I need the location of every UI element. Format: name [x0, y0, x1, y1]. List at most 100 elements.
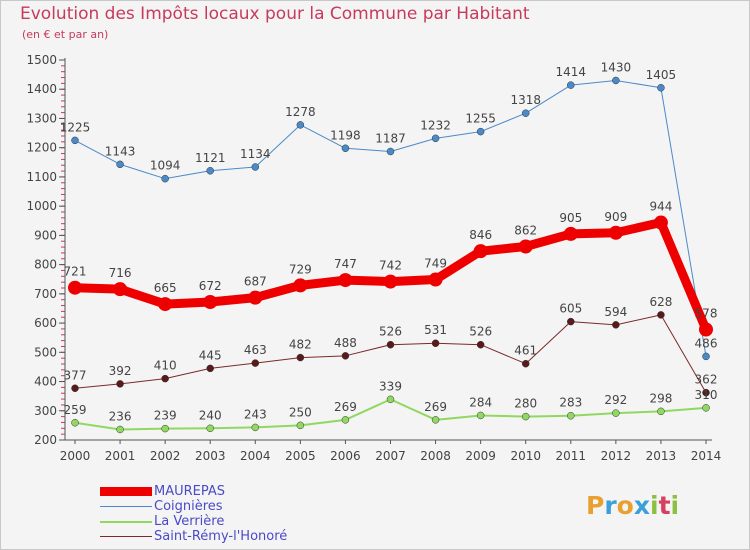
data-label-maurepas: 846 [469, 228, 492, 242]
logo-letter: x [633, 491, 650, 520]
data-label-saint-r-my-l-honor: 410 [154, 359, 177, 373]
legend-label: La Verrière [154, 514, 225, 529]
data-label-la-verri-re: 259 [64, 403, 87, 417]
data-point-maurepas [699, 322, 713, 337]
data-label-coigni-res: 1318 [510, 93, 541, 107]
data-point-maurepas [113, 282, 128, 297]
legend-swatch [100, 487, 152, 496]
data-point-coigni-res [521, 109, 530, 117]
data-label-saint-r-my-l-honor: 445 [199, 348, 222, 362]
data-label-maurepas: 721 [64, 265, 87, 279]
data-point-la-verri-re [296, 421, 305, 430]
data-point-saint-r-my-l-honor [702, 388, 710, 397]
data-point-coigni-res [657, 84, 665, 92]
data-point-coigni-res [567, 81, 575, 89]
data-label-coigni-res: 1198 [330, 128, 361, 142]
data-point-la-verri-re [386, 395, 395, 404]
data-label-coigni-res: 1278 [285, 105, 316, 119]
data-point-saint-r-my-l-honor [161, 374, 169, 383]
data-point-la-verri-re [341, 416, 350, 424]
data-point-coigni-res [702, 352, 710, 361]
data-label-saint-r-my-l-honor: 392 [109, 364, 132, 378]
data-point-saint-r-my-l-honor [657, 311, 665, 319]
data-label-saint-r-my-l-honor: 463 [244, 343, 267, 357]
x-tick-label: 2003 [195, 449, 226, 463]
data-label-maurepas: 716 [109, 266, 132, 280]
y-tick-label: 1300 [26, 111, 57, 125]
data-point-la-verri-re [702, 404, 710, 412]
data-point-maurepas [608, 225, 623, 240]
data-point-coigni-res [206, 167, 214, 175]
data-point-maurepas [383, 274, 398, 289]
data-label-maurepas: 729 [289, 262, 312, 276]
x-tick-label: 2011 [556, 449, 587, 463]
data-label-coigni-res: 1225 [60, 120, 91, 134]
data-label-la-verri-re: 292 [604, 393, 627, 407]
data-label-maurepas: 578 [695, 307, 718, 321]
data-point-la-verri-re [431, 416, 440, 424]
logo-letter: o [616, 491, 634, 520]
data-label-maurepas: 944 [649, 200, 672, 214]
data-label-saint-r-my-l-honor: 488 [334, 336, 357, 350]
data-label-la-verri-re: 280 [514, 397, 537, 411]
data-point-la-verri-re [657, 407, 665, 416]
x-tick-label: 2005 [285, 449, 316, 463]
data-label-saint-r-my-l-honor: 594 [604, 305, 627, 319]
data-label-saint-r-my-l-honor: 461 [514, 344, 537, 358]
legend-swatch [100, 536, 152, 537]
data-label-la-verri-re: 236 [109, 409, 132, 423]
data-point-saint-r-my-l-honor [431, 339, 440, 347]
data-label-saint-r-my-l-honor: 482 [289, 338, 312, 352]
y-tick-label: 300 [34, 404, 57, 418]
data-point-coigni-res [71, 136, 79, 145]
x-tick-label: 2010 [510, 449, 541, 463]
data-label-saint-r-my-l-honor: 526 [469, 325, 492, 339]
data-point-maurepas [653, 215, 668, 230]
legend-label: MAUREPAS [154, 484, 226, 499]
x-tick-label: 2009 [465, 449, 496, 463]
y-tick-label: 900 [34, 228, 57, 242]
data-label-maurepas: 749 [424, 257, 447, 271]
data-point-la-verri-re [161, 424, 169, 433]
data-point-la-verri-re [567, 411, 575, 420]
chart-legend: MAUREPAS Coignières La Verrière Saint-Rémy-… [100, 484, 287, 544]
chart-subtitle: (en € et par an) [22, 28, 109, 41]
data-point-coigni-res [476, 127, 485, 136]
data-point-saint-r-my-l-honor [386, 340, 395, 349]
data-point-saint-r-my-l-honor [341, 352, 350, 360]
data-label-la-verri-re: 339 [379, 379, 402, 393]
data-point-coigni-res [116, 160, 124, 169]
data-label-coigni-res: 1143 [105, 144, 136, 158]
data-label-coigni-res: 1405 [646, 68, 677, 82]
data-point-coigni-res [161, 174, 169, 183]
data-point-coigni-res [296, 121, 305, 129]
x-tick-label: 2012 [601, 449, 632, 463]
data-label-coigni-res: 1414 [556, 65, 587, 79]
data-point-la-verri-re [71, 419, 79, 427]
data-label-maurepas: 909 [604, 210, 627, 224]
legend-swatch [100, 506, 152, 507]
x-tick-label: 2006 [330, 449, 361, 463]
data-point-maurepas [473, 244, 488, 259]
data-label-coigni-res: 486 [695, 336, 718, 350]
data-point-saint-r-my-l-honor [476, 340, 485, 349]
data-label-la-verri-re: 269 [424, 400, 447, 414]
data-point-coigni-res [251, 163, 260, 171]
logo-letter: P [586, 491, 605, 520]
data-point-coigni-res [386, 147, 395, 156]
legend-item-la-verri-re: La Verrière [100, 514, 287, 529]
logo-letter: i [650, 491, 659, 520]
data-label-maurepas: 665 [154, 281, 177, 295]
y-tick-label: 1000 [26, 199, 57, 213]
data-point-la-verri-re [612, 409, 620, 417]
logo-letter: i [670, 491, 680, 520]
data-point-saint-r-my-l-honor [521, 359, 530, 368]
data-label-maurepas: 862 [514, 223, 537, 237]
y-tick-label: 1100 [26, 170, 57, 184]
logo-letter: t [658, 491, 671, 520]
data-point-saint-r-my-l-honor [116, 380, 124, 388]
data-label-maurepas: 747 [334, 257, 357, 271]
y-tick-label: 600 [34, 316, 57, 330]
data-point-maurepas [68, 280, 82, 295]
logo-letter: r [604, 491, 617, 520]
